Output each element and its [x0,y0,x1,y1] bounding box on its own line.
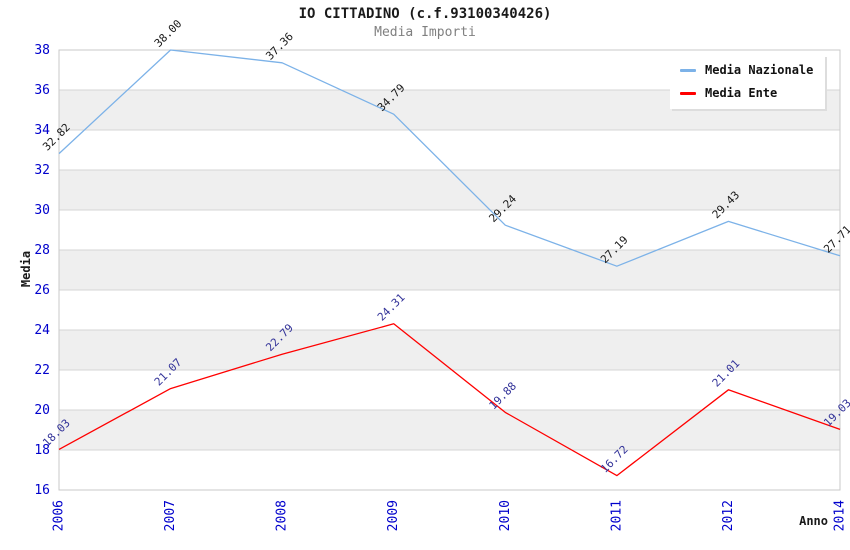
x-tick-label: 2014 [833,500,848,531]
chart-subtitle: Media Importi [374,25,476,40]
data-label: 24.31 [375,291,408,324]
legend-marker-icon [680,68,696,72]
data-label: 19.88 [487,380,520,413]
x-tick-label: 2008 [275,500,290,531]
legend-item-media-nazionale: Media Nazionale [680,63,813,77]
y-tick-label: 32 [34,163,50,178]
y-tick-label: 22 [34,363,50,378]
x-tick-label: 2007 [163,500,178,531]
plot-band [59,170,840,210]
y-tick-label: 18 [34,443,50,458]
y-tick-label: 38 [34,43,50,58]
plot-band [59,250,840,290]
x-tick-label: 2010 [498,500,513,531]
legend-label: Media Nazionale [705,63,814,77]
legend-marker-icon [680,91,696,95]
y-tick-label: 20 [34,403,50,418]
legend-label: Media Ente [705,86,778,100]
legend-box: Media Nazionale Media Ente [670,55,826,109]
y-axis-title: Media [19,250,33,288]
plot-border [58,49,841,491]
y-tick-label: 34 [34,123,50,138]
x-tick-label: 2011 [609,500,624,531]
y-tick-label: 30 [34,203,50,218]
y-tick-label: 28 [34,243,50,258]
plot-band [59,410,840,450]
x-tick-label: 2009 [386,500,401,531]
x-tick-label: 2012 [721,500,736,531]
series-line-media-nazionale [58,49,841,267]
y-tick-label: 24 [34,323,50,338]
plot-band [59,330,840,370]
series-line-media-ente [58,323,841,477]
y-tick-label: 16 [34,483,50,498]
legend-item-media-ente: Media Ente [680,86,813,100]
x-axis-title: Anno [799,514,828,528]
y-tick-label: 36 [34,83,50,98]
x-tick-label: 2006 [52,500,67,531]
chart-title: IO CITTADINO (c.f.93100340426) [298,6,552,22]
y-tick-label: 26 [34,283,50,298]
